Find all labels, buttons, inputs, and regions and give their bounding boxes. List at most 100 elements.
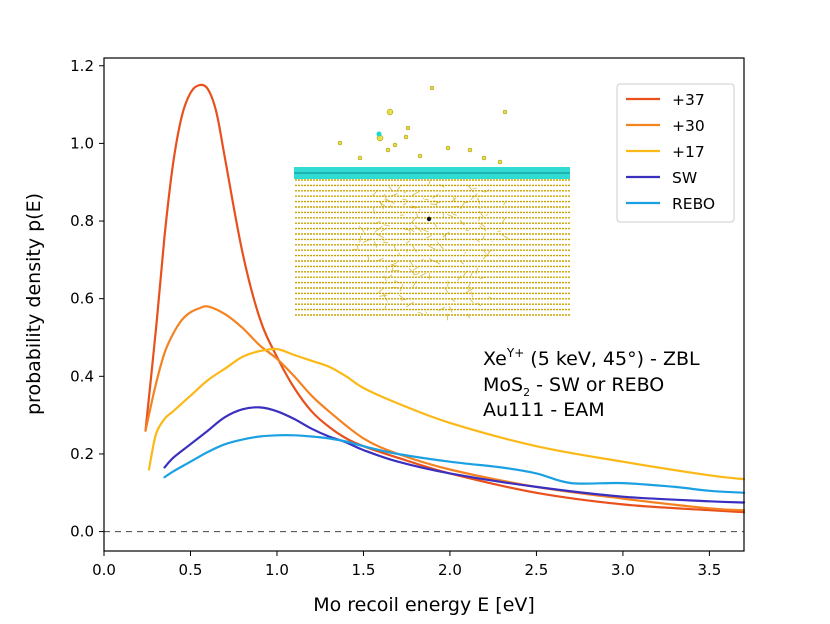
inset-cascade-bond — [464, 251, 467, 254]
inset-cascade-bond — [421, 258, 424, 261]
inset-cascade-bond — [451, 206, 460, 208]
inset-cascade-bond — [470, 193, 478, 200]
simulation-inset-image — [294, 85, 570, 321]
inset-cascade-bond — [378, 200, 387, 208]
inset-cascade-bond — [405, 240, 410, 244]
inset-cascade-bond — [467, 282, 471, 289]
inset-cascade-bond — [402, 202, 407, 206]
annotation-line-3: Au111 - EAM — [483, 399, 605, 421]
x-axis-ticks: 0.0 0.5 1.0 1.5 2.0 2.5 3.0 3.5 — [92, 551, 721, 579]
inset-cascade-bond — [410, 206, 413, 209]
inset-cascade-bond — [396, 185, 402, 192]
inset-sputtered-atom — [405, 125, 411, 131]
inset-cascade-bond — [467, 185, 474, 193]
inset-cascade-bond — [391, 267, 394, 273]
series-layer — [144, 83, 746, 514]
inset-cascade-bond — [381, 238, 385, 241]
inset-sputtered-atom — [417, 153, 423, 159]
inset-cascade-bond — [391, 262, 398, 266]
x-tick-label: 1.0 — [265, 561, 289, 579]
inset-cascade-bond — [387, 216, 390, 219]
x-tick-label: 2.5 — [525, 561, 549, 579]
inset-cascade-bond — [384, 305, 387, 310]
inset-cascade-bond — [469, 271, 474, 278]
inset-cascade-bond — [442, 231, 450, 238]
inset-cascade-bond — [393, 244, 397, 252]
inset-cascade-bond — [470, 299, 474, 303]
inset-cascade-bond — [433, 200, 441, 204]
inset-cascade-bond — [373, 241, 378, 248]
inset-cascade-bond — [477, 197, 481, 205]
inset-cascade-bond — [433, 222, 437, 228]
inset-cascade-bond — [386, 274, 393, 279]
inset-cascade-bond — [483, 235, 485, 240]
inset-cascade-bond — [434, 260, 441, 265]
x-tick-label: 0.0 — [92, 561, 116, 579]
inset-cascade-bond — [408, 259, 414, 266]
inset-sputtered-atom — [385, 147, 391, 153]
inset-cascade-bond — [464, 288, 473, 294]
inset-cascade-bond — [475, 238, 480, 243]
inset-cascade-bond — [436, 241, 444, 250]
inset-cascade-bond — [479, 276, 487, 280]
inset-cascade-bond — [351, 248, 357, 251]
inset-cascade-bond — [375, 220, 381, 224]
inset-cascade-bond — [434, 265, 441, 268]
legend-label: SW — [672, 169, 697, 187]
inset-cascade-bond — [386, 199, 395, 204]
inset-cascade-bond — [459, 219, 465, 226]
inset-sputtered-atom — [392, 142, 398, 148]
inset-cascade-bond — [383, 275, 387, 282]
inset-cascade-bond — [479, 210, 484, 218]
inset-cascade-bond — [484, 189, 490, 193]
inset-sputtered-atom — [481, 155, 487, 161]
inset-cascade-bond — [463, 201, 469, 204]
y-tick-label: 0.0 — [70, 523, 94, 541]
inset-cascade-bond — [449, 305, 453, 313]
series-line-plus37 — [144, 83, 746, 514]
inset-cascade-bond — [406, 248, 409, 253]
inset-cascade-bond — [356, 244, 359, 250]
inset-cascade-bond — [418, 209, 421, 211]
inset-cascade-bond — [475, 267, 478, 275]
inset-cascade-bond — [472, 187, 477, 190]
inset-sputtered-atom — [376, 131, 382, 137]
inset-cascade-bond — [363, 238, 372, 243]
legend-label: +17 — [672, 143, 705, 161]
inset-cascade-bond — [501, 234, 509, 239]
x-tick-label: 1.5 — [352, 561, 376, 579]
inset-cascade-bond — [421, 228, 429, 233]
inset-cascade-bond — [479, 223, 486, 228]
inset-cascade-bond — [408, 268, 415, 275]
x-tick-label: 3.5 — [697, 561, 721, 579]
y-axis-ticks: 0.0 0.2 0.4 0.6 0.8 1.0 1.2 — [70, 57, 104, 541]
inset-cascade-bond — [452, 213, 457, 216]
inset-cascade-bond — [424, 198, 429, 201]
inset-cascade-bond — [406, 301, 415, 308]
y-tick-label: 0.4 — [70, 367, 94, 385]
inset-sputtered-atom — [386, 108, 394, 116]
x-tick-label: 3.0 — [611, 561, 635, 579]
inset-cascade-bond — [383, 193, 388, 200]
inset-cascade-bond — [380, 227, 387, 233]
x-tick-label: 2.0 — [438, 561, 462, 579]
inset-cascade-bond — [471, 291, 473, 298]
inset-cascade-bond — [402, 198, 408, 201]
inset-cascade-bond — [451, 197, 457, 203]
annotation-line-1: XeY+ (5 keV, 45°) - ZBL — [483, 346, 700, 370]
inset-cascade-bond — [372, 207, 376, 215]
inset-cascade-bond — [439, 184, 445, 188]
inset-cascade-bond — [384, 199, 388, 201]
inset-cascade-bond — [409, 227, 415, 233]
inset-cascade-bond — [410, 218, 416, 224]
inset-cascade-bond — [438, 306, 446, 312]
inset-cascade-bond — [413, 273, 420, 276]
inset-cascade-bond — [404, 228, 411, 231]
inset-cascade-bond — [398, 294, 405, 300]
y-tick-label: 0.2 — [70, 445, 94, 463]
series-line-SW — [163, 406, 746, 504]
inset-cascade-bond — [478, 215, 481, 222]
inset-cascade-bond — [419, 272, 427, 277]
y-tick-label: 1.0 — [70, 134, 94, 152]
